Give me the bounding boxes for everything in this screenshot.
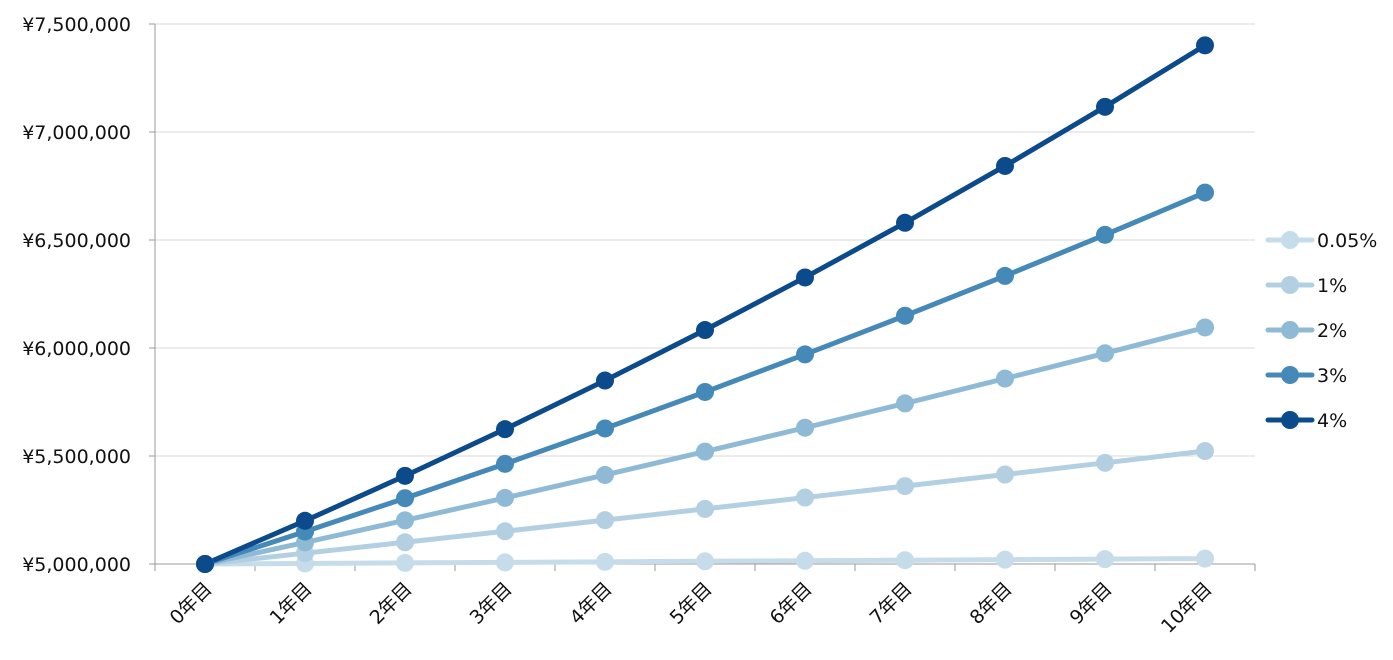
data-point [1096, 453, 1114, 472]
x-tick-label: 7年目 [866, 578, 917, 629]
legend-item: 1% [1265, 275, 1347, 297]
x-tick-label: 6年目 [766, 578, 817, 629]
data-point [696, 552, 714, 571]
y-tick-label: ¥5,500,000 [22, 446, 131, 468]
legend-marker [1281, 276, 1299, 294]
data-point [496, 454, 514, 473]
series-line [202, 42, 1208, 567]
legend-label: 0.05% [1317, 230, 1377, 252]
y-tick-label: ¥7,500,000 [22, 14, 131, 36]
data-point [996, 465, 1014, 484]
legend-label: 3% [1317, 365, 1347, 387]
data-point [496, 420, 514, 439]
data-point [796, 418, 814, 437]
data-point [396, 533, 414, 552]
data-point [696, 321, 714, 340]
data-point [1096, 344, 1114, 363]
series-lines [202, 42, 1208, 567]
y-tick-label: ¥5,000,000 [22, 554, 131, 576]
legend-marker [1281, 321, 1299, 339]
legend-item: 3% [1265, 365, 1347, 387]
data-point [496, 553, 514, 572]
data-point [496, 522, 514, 541]
legend-marker [1281, 366, 1299, 384]
data-point [196, 555, 214, 573]
data-point [1096, 225, 1114, 244]
data-point [396, 511, 414, 530]
x-tick-label: 3年目 [466, 578, 517, 629]
data-point [996, 550, 1014, 569]
legend-item: 2% [1265, 320, 1347, 342]
data-point [696, 499, 714, 518]
legend-label: 1% [1317, 275, 1347, 297]
y-tick-label: ¥6,500,000 [22, 230, 131, 252]
data-point [596, 371, 614, 390]
data-point [1196, 442, 1214, 461]
data-point [796, 551, 814, 570]
data-point [496, 488, 514, 507]
data-point [796, 488, 814, 507]
data-point [696, 442, 714, 461]
x-tick-label: 5年目 [666, 578, 717, 629]
axes: ¥5,000,000 ¥5,500,000 ¥6,000,000 ¥6,500,000… [22, 14, 1256, 638]
x-tick-label: 2年目 [366, 578, 417, 629]
data-point [996, 156, 1014, 175]
data-point [896, 477, 914, 496]
data-point [596, 419, 614, 438]
x-tick-label: 0年目 [166, 578, 217, 629]
data-point [596, 465, 614, 484]
legend-label: 2% [1317, 320, 1347, 342]
data-point [1196, 36, 1214, 55]
y-tick-label: ¥6,000,000 [22, 338, 131, 360]
data-point [896, 394, 914, 413]
data-point [296, 511, 314, 530]
data-point [1196, 318, 1214, 337]
data-point [1096, 97, 1114, 116]
data-point [396, 553, 414, 572]
data-point [696, 382, 714, 401]
data-point [396, 466, 414, 485]
x-tick-label: 8年目 [966, 578, 1017, 629]
data-point [896, 213, 914, 232]
gridlines [155, 23, 1255, 457]
x-tick-label: 4年目 [566, 578, 617, 629]
data-point [896, 306, 914, 325]
legend-label: 4% [1317, 410, 1347, 432]
legend: 0.05% 1% 2% 3% 4% [1265, 230, 1377, 432]
x-tick-label: 9年目 [1066, 578, 1117, 629]
legend-marker [1281, 411, 1299, 429]
data-point [796, 268, 814, 287]
legend-item: 0.05% [1265, 230, 1377, 252]
data-point [996, 266, 1014, 285]
data-point [1196, 549, 1214, 568]
data-point [396, 489, 414, 508]
x-tick-label: 10年目 [1157, 578, 1217, 638]
series-points [196, 36, 1214, 573]
data-point [796, 345, 814, 364]
data-point [1196, 183, 1214, 202]
data-point [596, 511, 614, 530]
data-point [996, 369, 1014, 388]
y-tick-label: ¥7,000,000 [22, 122, 131, 144]
data-point [896, 551, 914, 570]
legend-marker [1281, 231, 1299, 249]
legend-item: 4% [1265, 410, 1347, 432]
data-point [1096, 550, 1114, 569]
x-tick-label: 1年目 [266, 578, 317, 629]
data-point [596, 552, 614, 571]
